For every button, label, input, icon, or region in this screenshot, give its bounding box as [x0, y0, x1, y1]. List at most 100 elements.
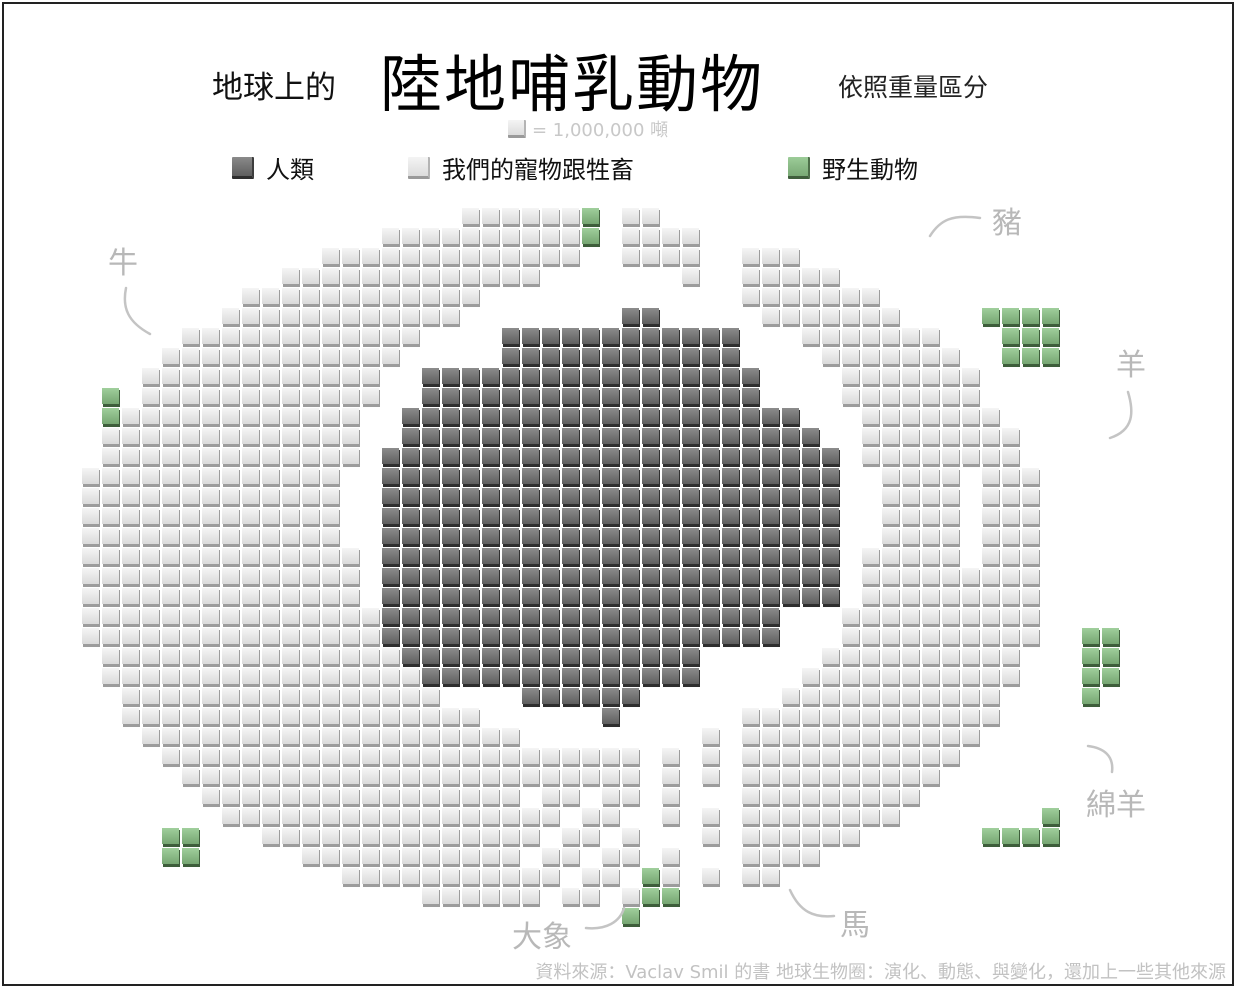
human-square [422, 608, 440, 627]
livestock-square [962, 648, 980, 667]
livestock-square [382, 748, 400, 767]
human-square [702, 348, 720, 367]
human-square [582, 528, 600, 547]
livestock-square [162, 648, 180, 667]
human-square [642, 628, 660, 647]
livestock-square [882, 728, 900, 747]
livestock-square [242, 428, 260, 447]
livestock-square [302, 668, 320, 687]
livestock-square [602, 808, 620, 827]
livestock-square [422, 308, 440, 327]
human-square [562, 508, 580, 527]
livestock-square [682, 228, 700, 247]
livestock-square [462, 748, 480, 767]
livestock-square [482, 748, 500, 767]
human-square [522, 328, 540, 347]
human-square [742, 468, 760, 487]
livestock-square [162, 688, 180, 707]
livestock-square [542, 868, 560, 887]
livestock-square [402, 708, 420, 727]
human-square [402, 568, 420, 587]
human-square [542, 468, 560, 487]
livestock-square [342, 348, 360, 367]
livestock-square [142, 708, 160, 727]
livestock-square [622, 208, 640, 227]
human-square [622, 688, 640, 707]
livestock-square [942, 348, 960, 367]
human-square [722, 548, 740, 567]
human-square [702, 608, 720, 627]
livestock-square [522, 868, 540, 887]
human-square [382, 568, 400, 587]
livestock-square [762, 708, 780, 727]
livestock-square [982, 428, 1000, 447]
human-square [642, 388, 660, 407]
livestock-square [542, 208, 560, 227]
livestock-square [302, 388, 320, 407]
human-square [682, 608, 700, 627]
livestock-square [242, 368, 260, 387]
livestock-square [902, 728, 920, 747]
human-square [702, 428, 720, 447]
livestock-square [802, 268, 820, 287]
livestock-square [982, 628, 1000, 647]
livestock-square [602, 788, 620, 807]
livestock-square [262, 488, 280, 507]
human-square [562, 328, 580, 347]
livestock-square [662, 248, 680, 267]
livestock-square [262, 508, 280, 527]
human-square [782, 448, 800, 467]
livestock-square [422, 888, 440, 907]
livestock-square [942, 708, 960, 727]
livestock-square [102, 468, 120, 487]
livestock-square [902, 348, 920, 367]
human-square [482, 408, 500, 427]
livestock-square [802, 788, 820, 807]
human-square [582, 428, 600, 447]
livestock-square [122, 708, 140, 727]
livestock-square [442, 708, 460, 727]
livestock-square [522, 268, 540, 287]
livestock-square [282, 668, 300, 687]
wild-square [1042, 348, 1060, 367]
human-square [682, 668, 700, 687]
livestock-square [802, 808, 820, 827]
livestock-square [922, 768, 940, 787]
livestock-square [982, 708, 1000, 727]
livestock-square [242, 588, 260, 607]
livestock-square [482, 228, 500, 247]
livestock-square [322, 348, 340, 367]
livestock-square [202, 548, 220, 567]
human-square [562, 348, 580, 367]
livestock-square [82, 548, 100, 567]
livestock-square [962, 668, 980, 687]
livestock-square [962, 388, 980, 407]
sheep-leader [1086, 744, 1114, 774]
wild-square [102, 388, 120, 407]
livestock-square [822, 308, 840, 327]
livestock-square [282, 628, 300, 647]
human-square [782, 528, 800, 547]
livestock-square [762, 788, 780, 807]
livestock-square [142, 608, 160, 627]
livestock-square [342, 788, 360, 807]
wild-square [1002, 328, 1020, 347]
livestock-square [322, 328, 340, 347]
human-square [662, 628, 680, 647]
human-square [662, 568, 680, 587]
human-square [502, 468, 520, 487]
livestock-square [522, 228, 540, 247]
wild-square [1082, 688, 1100, 707]
human-square [722, 348, 740, 367]
human-square [502, 328, 520, 347]
livestock-square [942, 628, 960, 647]
human-square [482, 448, 500, 467]
human-square [662, 588, 680, 607]
human-square [542, 528, 560, 547]
livestock-square [942, 688, 960, 707]
livestock-square [882, 388, 900, 407]
livestock-square [882, 588, 900, 607]
human-square [642, 668, 660, 687]
human-square [442, 388, 460, 407]
human-square [722, 328, 740, 347]
